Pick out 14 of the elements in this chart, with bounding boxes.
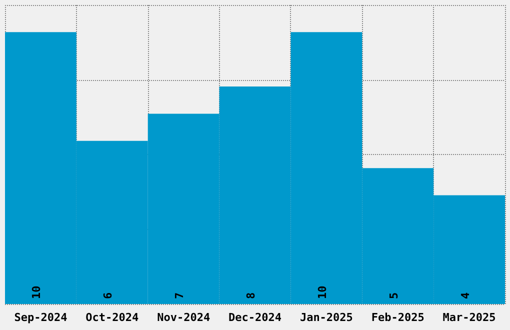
x-tick-label: Sep-2024 [14,311,68,324]
x-tick-label: Mar-2025 [442,311,496,324]
data-label: 10 [30,286,44,299]
data-label: 5 [387,292,400,299]
data-label: 4 [458,292,472,299]
x-tick-label: Feb-2025 [371,311,424,324]
data-label: 7 [173,292,186,299]
x-tick-label: Oct-2024 [86,311,140,324]
data-label: 6 [102,292,115,299]
data-label: 10 [316,286,329,299]
x-tick-label: Jan-2025 [300,311,353,324]
data-label: 8 [244,292,258,299]
x-tick-label: Dec-2024 [228,311,282,324]
x-tick-label: Nov-2024 [157,311,210,324]
